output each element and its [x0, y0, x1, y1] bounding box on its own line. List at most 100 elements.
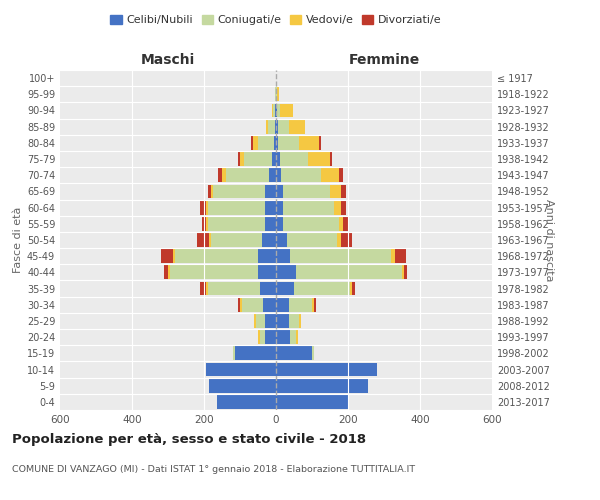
Text: COMUNE DI VANZAGO (MI) - Dati ISTAT 1° gennaio 2018 - Elaborazione TUTTITALIA.IT: COMUNE DI VANZAGO (MI) - Dati ISTAT 1° g…: [12, 466, 415, 474]
Bar: [289, 120, 305, 134]
Bar: [206, 362, 276, 376]
Bar: [321, 168, 339, 182]
Bar: [287, 233, 337, 247]
Bar: [341, 184, 346, 198]
Bar: [289, 298, 312, 312]
Bar: [276, 282, 294, 296]
Bar: [202, 217, 206, 230]
Bar: [240, 298, 242, 312]
Bar: [200, 200, 206, 214]
Bar: [319, 136, 321, 149]
Bar: [235, 346, 276, 360]
Bar: [206, 200, 208, 214]
Bar: [200, 282, 206, 296]
Text: Femmine: Femmine: [349, 53, 419, 67]
Bar: [272, 104, 274, 118]
Bar: [209, 379, 276, 392]
Bar: [276, 266, 296, 280]
Bar: [168, 266, 170, 280]
Bar: [352, 282, 355, 296]
Bar: [283, 200, 334, 214]
Bar: [206, 282, 208, 296]
Bar: [217, 395, 276, 409]
Bar: [280, 104, 293, 118]
Bar: [289, 314, 299, 328]
Bar: [238, 298, 240, 312]
Bar: [339, 168, 343, 182]
Bar: [244, 152, 272, 166]
Bar: [312, 346, 314, 360]
Bar: [254, 314, 256, 328]
Bar: [276, 379, 368, 392]
Bar: [209, 233, 211, 247]
Bar: [263, 298, 276, 312]
Bar: [240, 152, 244, 166]
Bar: [276, 330, 290, 344]
Bar: [272, 152, 276, 166]
Text: Popolazione per età, sesso e stato civile - 2018: Popolazione per età, sesso e stato civil…: [12, 432, 366, 446]
Bar: [175, 250, 258, 263]
Bar: [222, 168, 226, 182]
Bar: [299, 136, 319, 149]
Bar: [265, 200, 276, 214]
Bar: [208, 217, 265, 230]
Bar: [277, 88, 279, 101]
Bar: [337, 233, 341, 247]
Bar: [206, 217, 208, 230]
Bar: [308, 152, 330, 166]
Bar: [218, 168, 222, 182]
Bar: [262, 233, 276, 247]
Bar: [404, 266, 407, 280]
Bar: [260, 282, 276, 296]
Bar: [274, 104, 275, 118]
Bar: [290, 330, 296, 344]
Bar: [161, 250, 173, 263]
Bar: [233, 346, 235, 360]
Bar: [276, 217, 283, 230]
Bar: [296, 330, 298, 344]
Bar: [265, 217, 276, 230]
Bar: [258, 266, 276, 280]
Bar: [208, 282, 260, 296]
Text: Maschi: Maschi: [141, 53, 195, 67]
Bar: [197, 233, 209, 247]
Bar: [258, 250, 276, 263]
Bar: [208, 184, 211, 198]
Bar: [283, 184, 330, 198]
Bar: [296, 266, 402, 280]
Bar: [266, 120, 268, 134]
Bar: [276, 314, 289, 328]
Bar: [170, 266, 258, 280]
Bar: [276, 298, 289, 312]
Bar: [276, 346, 312, 360]
Bar: [314, 298, 316, 312]
Bar: [290, 250, 391, 263]
Bar: [395, 250, 406, 263]
Bar: [343, 217, 348, 230]
Legend: Celibi/Nubili, Coniugati/e, Vedovi/e, Divorziati/e: Celibi/Nubili, Coniugati/e, Vedovi/e, Di…: [106, 10, 446, 30]
Bar: [251, 136, 253, 149]
Bar: [238, 152, 240, 166]
Y-axis label: Fasce di età: Fasce di età: [13, 207, 23, 273]
Bar: [276, 250, 290, 263]
Bar: [276, 120, 278, 134]
Bar: [276, 362, 377, 376]
Bar: [299, 314, 301, 328]
Bar: [164, 266, 168, 280]
Bar: [277, 104, 280, 118]
Bar: [281, 168, 321, 182]
Bar: [274, 136, 276, 149]
Bar: [242, 298, 263, 312]
Bar: [276, 152, 280, 166]
Bar: [276, 395, 348, 409]
Bar: [211, 233, 262, 247]
Bar: [276, 184, 283, 198]
Bar: [260, 330, 265, 344]
Bar: [265, 314, 276, 328]
Bar: [278, 120, 289, 134]
Bar: [208, 200, 265, 214]
Bar: [265, 330, 276, 344]
Bar: [276, 200, 283, 214]
Bar: [258, 330, 260, 344]
Bar: [283, 217, 339, 230]
